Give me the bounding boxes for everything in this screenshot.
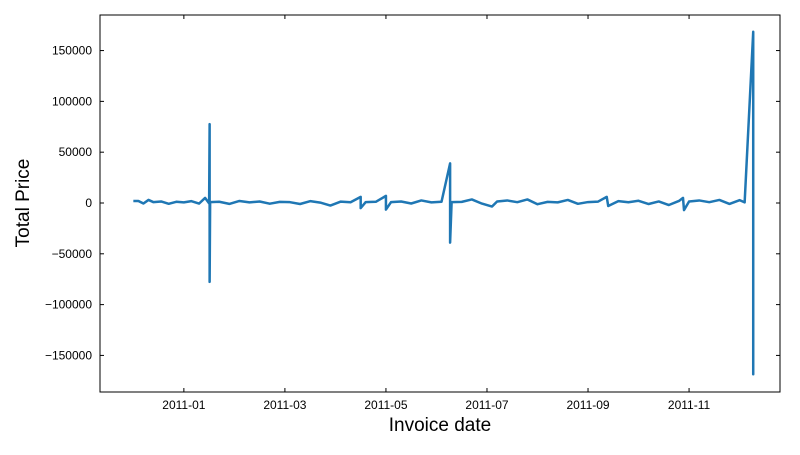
y-tick-label: −150000: [45, 348, 92, 362]
x-tick-label: 2011-05: [364, 398, 407, 412]
x-tick-label: 2011-01: [162, 398, 205, 412]
y-tick-label: −50000: [52, 247, 93, 261]
plot-frame: [99, 14, 781, 393]
y-tick-label: 0: [85, 196, 92, 210]
y-tick-label: 50000: [59, 145, 93, 159]
x-tick-label: 2011-11: [668, 398, 711, 412]
y-tick-label: 100000: [52, 94, 92, 108]
x-axis-label: Invoice date: [389, 415, 491, 436]
y-axis-label: Total Price: [13, 159, 34, 248]
y-tick-label: 150000: [52, 44, 92, 58]
data-line: [133, 30, 755, 376]
x-tick-label: 2011-03: [263, 398, 306, 412]
x-tick-label: 2011-07: [465, 398, 508, 412]
y-tick-label: −100000: [45, 298, 92, 312]
x-tick-label: 2011-09: [566, 398, 609, 412]
